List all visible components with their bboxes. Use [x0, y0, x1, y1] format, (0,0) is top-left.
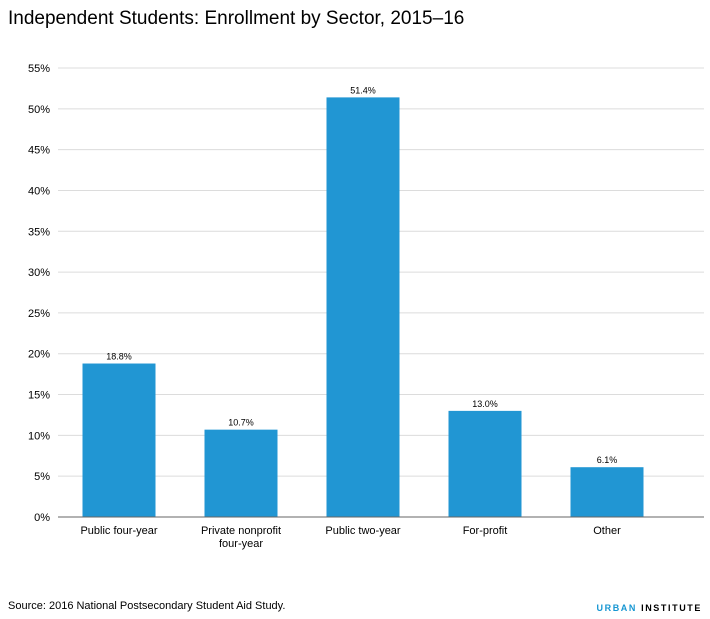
y-tick-label: 0%: [34, 512, 50, 524]
x-axis-categories: Public four-year Private nonprofit four-ye…: [80, 525, 621, 550]
y-axis-ticks: 0% 5% 10% 15% 20% 25% 30% 35% 40% 45% 50% 55%: [28, 63, 50, 524]
logo-institute: INSTITUTE: [637, 603, 702, 613]
bar: [82, 363, 156, 517]
category-label: Public two-year: [325, 525, 401, 537]
category-label: For-profit: [463, 525, 508, 537]
category-label: Public four-year: [80, 525, 157, 537]
y-tick-label: 20%: [28, 349, 50, 361]
y-tick-label: 50%: [28, 104, 50, 116]
data-labels: 18.8% 10.7% 51.4% 13.0% 6.1%: [106, 85, 617, 465]
bar: [326, 97, 400, 517]
y-tick-label: 45%: [28, 145, 50, 157]
y-tick-label: 40%: [28, 185, 50, 197]
y-tick-label: 30%: [28, 267, 50, 279]
data-label: 6.1%: [597, 455, 618, 465]
chart-title: Independent Students: Enrollment by Sect…: [8, 8, 465, 29]
y-tick-label: 35%: [28, 226, 50, 238]
data-label: 51.4%: [350, 85, 376, 95]
y-tick-label: 15%: [28, 390, 50, 402]
urban-institute-logo: URBAN INSTITUTE: [597, 603, 703, 613]
y-tick-label: 5%: [34, 471, 50, 483]
data-label: 10.7%: [228, 418, 254, 428]
data-label: 13.0%: [472, 399, 498, 409]
bar: [570, 467, 644, 517]
y-tick-label: 55%: [28, 63, 50, 75]
y-tick-label: 10%: [28, 430, 50, 442]
logo-urban: URBAN: [596, 603, 637, 613]
bars: [82, 97, 644, 517]
bar: [448, 410, 522, 517]
bar: [204, 429, 278, 517]
source-note: Source: 2016 National Postsecondary Stud…: [8, 600, 286, 612]
bar-chart: 0% 5% 10% 15% 20% 25% 30% 35% 40% 45% 50% 55% 18.8%…: [28, 63, 704, 550]
category-label: Other: [593, 525, 621, 537]
category-label: Private nonprofit four-year: [201, 525, 281, 550]
data-label: 18.8%: [106, 352, 132, 362]
y-tick-label: 25%: [28, 308, 50, 320]
